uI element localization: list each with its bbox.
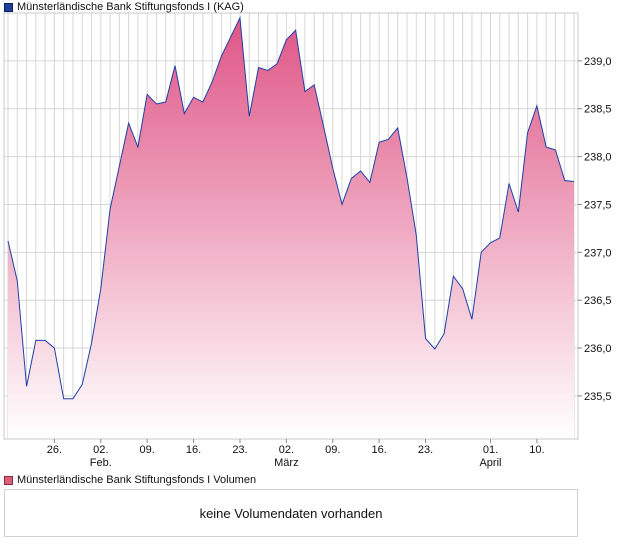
x-tick-label: 10. (529, 444, 544, 456)
x-tick-label: 02. (279, 444, 294, 456)
y-tick-label: 238,5 (584, 104, 612, 116)
x-month-label: März (274, 457, 298, 469)
x-month-label: Feb. (90, 457, 112, 469)
x-tick-label: 26. (47, 444, 62, 456)
y-tick-label: 238,0 (584, 152, 612, 164)
x-tick-label: 16. (186, 444, 201, 456)
price-line (7, 15, 575, 400)
price-legend-swatch (4, 2, 13, 12)
x-month-label: April (479, 457, 501, 469)
price-area (8, 17, 574, 439)
y-tick-label: 237,5 (584, 199, 612, 211)
y-tick-label: 236,0 (584, 343, 612, 355)
y-tick-label: 235,5 (584, 391, 612, 403)
volume-legend-swatch (4, 475, 13, 485)
volume-legend-label: Münsterländische Bank Stiftungsfonds I V… (17, 474, 257, 486)
price-legend: Münsterländische Bank Stiftungsfonds I (… (4, 0, 244, 14)
volume-panel: keine Volumendaten vorhanden (4, 489, 578, 537)
x-tick-label: 01. (483, 444, 498, 456)
price-legend-label: Münsterländische Bank Stiftungsfonds I (… (17, 1, 244, 13)
plot-frame (3, 12, 579, 440)
y-tick-label: 236,5 (584, 295, 612, 307)
x-tick-label: 02. (93, 444, 108, 456)
volume-legend: Münsterländische Bank Stiftungsfonds I V… (4, 473, 256, 487)
x-tick-label: 23. (232, 444, 247, 456)
y-tick-label: 237,0 (584, 247, 612, 259)
x-tick-label: 23. (418, 444, 433, 456)
x-tick-label: 09. (140, 444, 155, 456)
x-tick-label: 09. (325, 444, 340, 456)
y-axis: 235,5 236,0 236,5 237,0 237,5 238,0 238,5 239,0 (578, 56, 612, 403)
x-tick-label: 16. (371, 444, 386, 456)
y-tick-label: 239,0 (584, 56, 612, 68)
volume-empty-message: keine Volumendaten vorhanden (199, 505, 383, 521)
